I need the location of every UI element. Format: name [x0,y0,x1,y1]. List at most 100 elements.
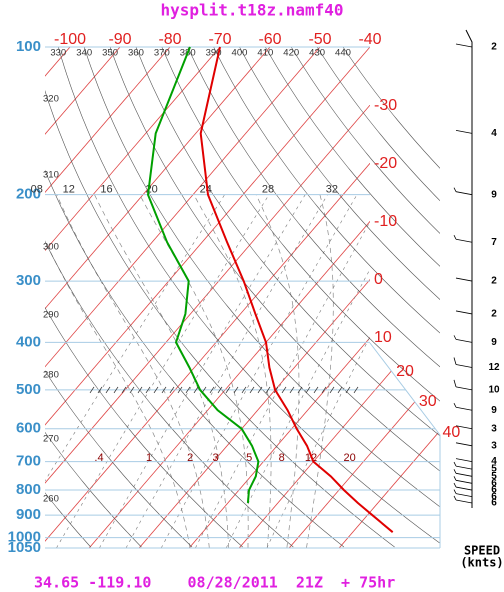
isotherm-tick [45,47,171,548]
wind-barb [455,364,473,368]
wind-barb [455,129,473,134]
hatch [345,386,351,394]
wind-speed-label: 2 [491,309,497,320]
isotherm-tick [88,47,440,548]
wind-speed-label: 3 [491,440,497,451]
moist-adiabat [94,194,229,548]
wind-barb [455,499,473,504]
wind-speed-label: 7 [491,237,497,248]
y-tick-label: 900 [16,506,41,523]
isotherm-tick [45,47,371,548]
wind-feather [453,476,457,481]
hatch [121,386,127,394]
adiabat-group [45,47,440,548]
x-tick-label: -70 [208,31,231,48]
hatch [233,386,239,394]
x-tick-label: -100 [54,31,86,48]
y-tick-label: 800 [16,481,41,498]
wind-barb [455,425,473,430]
wind-barb [455,406,473,411]
dry-adiabat-label: 350 [102,48,118,59]
dry-adiabat [265,47,440,267]
wind-feather [453,403,457,408]
wind-barb [455,486,473,491]
wind-speed-label: 2 [491,276,497,287]
x-tick-label: -20 [374,155,397,172]
wind-speed-label: 2 [491,42,497,53]
wind-barb [455,238,473,243]
hatch [161,386,167,394]
dry-adiabat-label: 330 [50,48,66,59]
hatch [329,386,335,394]
dry-adiabat [213,47,440,334]
x-tick-label: 20 [396,363,414,380]
mixing-ratio-label: 5 [246,452,252,464]
wind-speed-label: 12 [488,362,500,373]
wind-barb [455,43,473,48]
dry-adiabat-label: 400 [232,48,248,59]
dry-adiabat [316,47,440,202]
hatch [353,386,359,394]
hatch [265,386,271,394]
hatch [97,386,103,394]
dry-adiabat [187,47,440,368]
hatch [225,386,231,394]
hatch [281,386,287,394]
dry-adiabat [45,90,395,548]
y-tick-label: 400 [16,333,41,350]
wind-speed-label: 9 [491,189,497,200]
moist-adiabat [45,194,191,548]
x-tick-label: 40 [442,424,460,441]
wind-feather [453,187,457,192]
wind-feather [453,489,457,494]
dry-adiabat-label: 360 [128,48,144,59]
y-tick-label: 1050 [8,539,41,556]
wind-feather [453,379,457,388]
wind-barb [455,277,473,282]
hatch [153,386,159,394]
x-tick-label: -30 [374,97,397,114]
hatch [337,386,343,394]
wind-speed-label: 6 [491,491,497,502]
dry-adiabat-label: 310 [43,170,59,181]
x-tick-label: 10 [374,329,392,346]
isotherm-tick [45,47,321,548]
wind-feather [453,482,457,488]
isotherm-tick [45,47,271,548]
mixing-ratio-line [56,194,270,548]
x-tick-label: -60 [258,31,281,48]
footer: 34.65 -119.10 08/28/2011 21Z + 75hr [34,574,395,592]
y-tick-label: 600 [16,420,41,437]
mixing-ratio-label: 20 [344,452,356,464]
chart-title: hysplit.t18z.namf40 [160,1,343,20]
dry-adiabat-label: 410 [257,48,273,59]
dry-adiabat [161,47,440,402]
wind-speed-label: 5 [491,471,497,482]
hatch [89,386,95,394]
dry-adiabat [135,47,440,437]
wind-barb [455,191,473,196]
dry-adiabat-label: 290 [43,310,59,321]
dry-adiabat [58,47,440,544]
wind-feather [453,235,457,240]
dry-adiabat-label: 320 [43,94,59,105]
y-tick-label: 300 [16,272,41,289]
boundary [369,342,441,548]
main-group: 10020030040050060070080090010001050-100-… [8,29,500,556]
dry-adiabat-label: 280 [43,370,59,381]
mixing-ratio-line [99,194,306,548]
dry-adiabat [45,370,193,548]
hatch [113,386,119,394]
moist-adiabat [255,194,300,548]
hatch [297,386,303,394]
mixing-ratio-label: 2 [187,452,193,464]
wind-barb [455,338,473,343]
mixing-ratio-label: 1 [146,452,152,464]
wind-feather [453,357,457,365]
profile-line [199,46,394,533]
wind-barb [455,465,473,470]
isotherm-tick [238,47,440,548]
dry-adiabat-label: 390 [206,48,222,59]
